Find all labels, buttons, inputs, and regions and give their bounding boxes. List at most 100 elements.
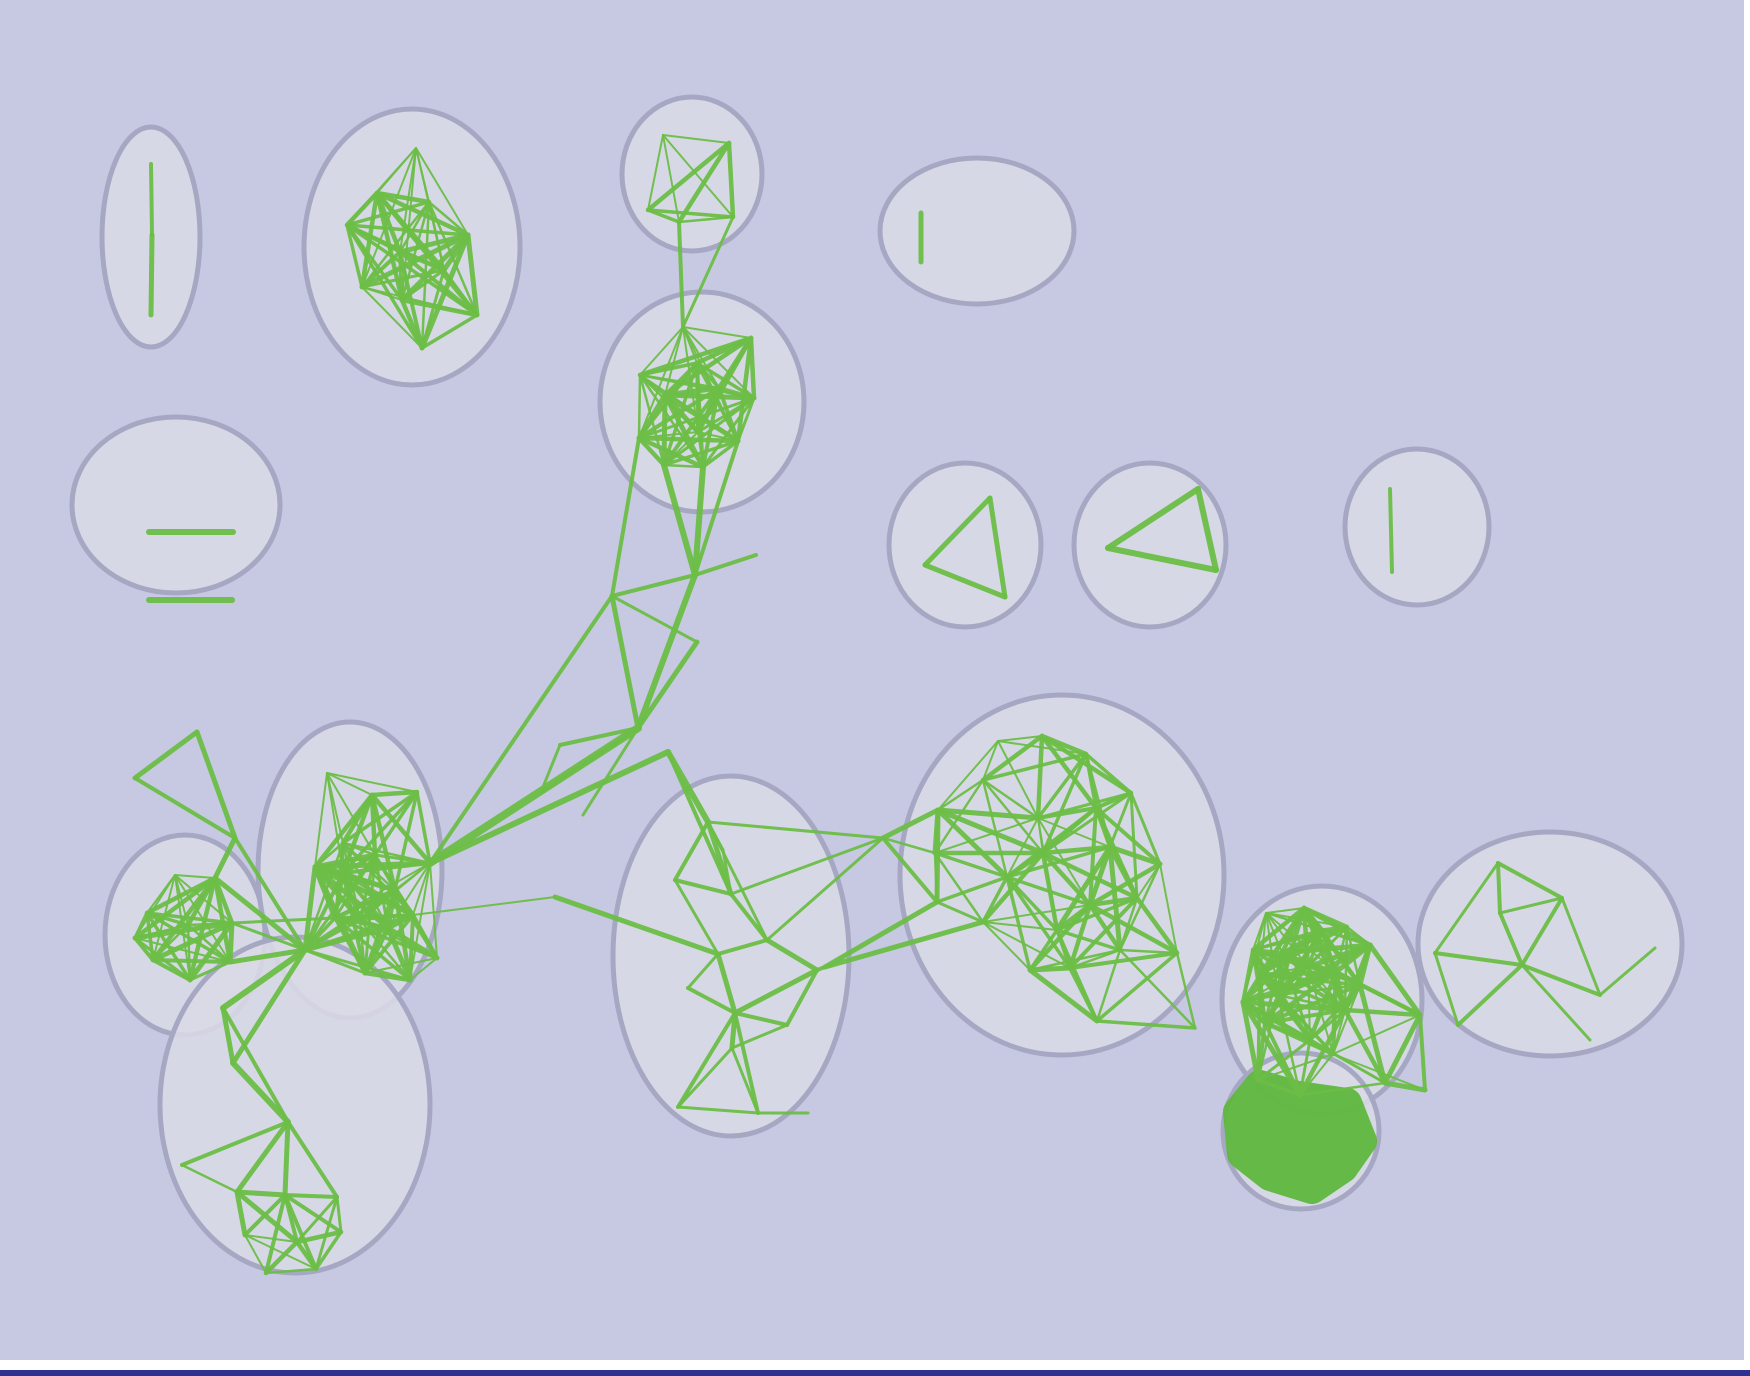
edge-ce xyxy=(635,639,700,731)
edge-cc xyxy=(1251,925,1349,952)
edge-tc xyxy=(673,878,733,896)
edge-tn xyxy=(283,1193,339,1199)
edge-dn xyxy=(935,875,1009,904)
edge-dn xyxy=(881,836,939,904)
edge-cc xyxy=(1298,1038,1312,1097)
edge-rt xyxy=(735,335,754,444)
edge-tr xyxy=(415,147,469,236)
edge-ps xyxy=(726,140,736,220)
edge-dn xyxy=(1094,806,1162,866)
edge-tn xyxy=(234,1119,291,1195)
edge-cc xyxy=(1345,925,1372,947)
edge-dn xyxy=(982,904,1091,923)
edge-tn xyxy=(294,1239,319,1272)
edge-rr xyxy=(333,871,345,920)
edge-tc xyxy=(729,892,769,942)
edge-tn xyxy=(244,1234,317,1270)
edge-dn xyxy=(1095,1019,1197,1030)
edge-rt xyxy=(636,435,706,470)
edge-link-tc-dn xyxy=(765,836,885,942)
edge-rt xyxy=(664,326,684,396)
edge-tr xyxy=(398,250,446,272)
cluster-ellipse-cf xyxy=(877,155,1077,307)
edge-dn xyxy=(1118,896,1139,952)
edge-link-ps-rt xyxy=(677,220,685,329)
edge-rt xyxy=(662,439,740,467)
edge-rr xyxy=(326,772,376,856)
edge-tr xyxy=(398,200,431,254)
edge-dn xyxy=(1068,951,1179,970)
edge-dn xyxy=(982,740,999,781)
edge-dn xyxy=(933,851,985,924)
edge-cc xyxy=(1332,1014,1421,1055)
edge-cc xyxy=(1241,973,1262,1004)
edge-dn xyxy=(1041,791,1133,855)
edge-dn xyxy=(881,836,937,855)
edge-dn xyxy=(933,851,939,904)
cluster-ellipse-nm xyxy=(69,414,283,596)
edge-cc xyxy=(1382,1012,1423,1086)
edge-dn xyxy=(980,733,1045,783)
edge-dn xyxy=(935,807,1010,880)
edge-rr xyxy=(341,861,432,875)
edge-dn xyxy=(1118,948,1197,1030)
edge-cc xyxy=(1358,983,1422,1017)
edge-tn xyxy=(243,1193,287,1237)
edge-cc xyxy=(1332,1053,1386,1084)
edge-cc xyxy=(1308,983,1362,1042)
edge-tn xyxy=(221,1006,290,1124)
edge-link-rt-ce xyxy=(692,464,706,578)
edge-link-rt-ce xyxy=(610,436,641,598)
edge-cc xyxy=(1333,969,1363,988)
edge-dn xyxy=(1035,733,1045,821)
edge-sp xyxy=(134,937,231,963)
edge-tri xyxy=(194,729,238,841)
edge-mt xyxy=(1498,911,1524,967)
edge-rr xyxy=(373,790,419,857)
edge-cc xyxy=(1263,983,1362,1025)
edge-tr xyxy=(399,297,425,351)
edge-cc xyxy=(1250,905,1307,953)
edge-tc xyxy=(785,968,819,1027)
edge-link-rt-ce xyxy=(661,462,698,578)
edge-rr xyxy=(364,957,438,974)
edge-cc xyxy=(1342,1007,1388,1086)
edge-rr xyxy=(303,871,345,952)
edge-dn xyxy=(1068,896,1139,970)
edge-dn xyxy=(997,740,1039,819)
edge-sp xyxy=(132,920,235,941)
edge-tc xyxy=(730,1046,760,1115)
edge-cc xyxy=(1280,925,1349,955)
edge-tn xyxy=(180,1120,290,1167)
edge-tn xyxy=(264,1267,318,1275)
edge-mt xyxy=(1433,951,1460,1027)
edge-tn xyxy=(264,1193,287,1275)
edge-rt xyxy=(637,373,642,440)
edge-mt xyxy=(1433,861,1500,955)
edge-dn xyxy=(936,778,985,812)
cluster-ellipse-tc xyxy=(610,773,852,1139)
edge-cc xyxy=(1279,942,1373,956)
edge-dn xyxy=(935,807,1046,856)
edge-rr xyxy=(373,853,432,865)
edge-rr xyxy=(326,772,373,796)
edge-dn xyxy=(934,817,1039,854)
edge-cc xyxy=(1367,942,1423,1018)
edge-dn xyxy=(1108,791,1133,849)
edge-mt xyxy=(1498,896,1564,915)
edge-tn xyxy=(230,1060,291,1125)
dense-edge-blob-ub xyxy=(1223,1070,1377,1204)
edge-dn xyxy=(1005,875,1072,970)
edge-dn xyxy=(1095,951,1179,1023)
edge-tr xyxy=(360,250,402,289)
edge-rt xyxy=(701,396,756,469)
edge-tr xyxy=(419,232,471,351)
edge-dn xyxy=(1087,902,1123,953)
edge-tn xyxy=(220,1005,236,1066)
edge-cc xyxy=(1343,925,1349,1012)
edge-cc xyxy=(1276,983,1362,997)
edge-rt xyxy=(637,396,756,440)
edge-tr xyxy=(442,268,479,317)
edge-rt xyxy=(682,326,752,339)
